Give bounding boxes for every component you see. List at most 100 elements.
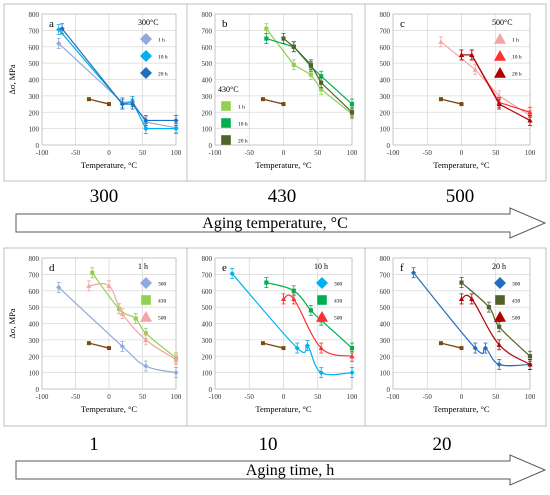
x-tick-label: 100 xyxy=(171,149,182,157)
legend-label: 1 h xyxy=(238,105,245,111)
data-point xyxy=(482,345,489,351)
legend-label: 500 xyxy=(334,316,343,322)
y-tick-label: 300 xyxy=(380,337,391,345)
data-point xyxy=(319,87,324,92)
legend-label: 20 h xyxy=(238,139,248,145)
legend: 10 h 300 430 500 xyxy=(314,262,343,322)
y-tick-label: 100 xyxy=(202,370,213,378)
reference-marker xyxy=(86,341,91,346)
aging-temp-label-2: 430 xyxy=(267,186,297,207)
y-tick-label: 100 xyxy=(380,126,391,134)
legend-title: 10 h xyxy=(314,262,328,271)
reference-line xyxy=(262,98,284,105)
y-tick-label: 600 xyxy=(29,44,40,52)
y-tick-label: 700 xyxy=(202,27,213,35)
legend-label: 10 h xyxy=(238,122,248,128)
data-point xyxy=(349,110,355,115)
legend-label: 300 xyxy=(334,282,343,288)
legend-label: 10 h xyxy=(512,55,522,61)
y-tick-label: 800 xyxy=(29,11,40,19)
legend-marker xyxy=(140,311,152,322)
y-tick-label: 300 xyxy=(29,337,40,345)
data-point xyxy=(438,39,444,44)
data-point xyxy=(308,62,313,67)
x-tick-label: 50 xyxy=(492,149,500,157)
x-tick-label: 0 xyxy=(282,149,286,157)
x-tick-label: -50 xyxy=(423,393,433,401)
panel-letter: b xyxy=(222,18,228,30)
y-tick-label: 400 xyxy=(29,77,40,85)
panel-frame xyxy=(364,3,547,182)
y-tick-label: 600 xyxy=(202,288,213,296)
y-tick-label: 500 xyxy=(380,304,391,312)
data-point xyxy=(349,370,355,376)
data-point xyxy=(527,361,533,367)
data-point xyxy=(119,101,125,107)
y-tick-label: 0 xyxy=(209,386,213,394)
legend-marker xyxy=(140,67,152,79)
data-point xyxy=(129,101,136,107)
data-point xyxy=(496,101,502,107)
y-tick-label: 600 xyxy=(380,44,391,52)
legend: 20 h 300 430 500 xyxy=(492,262,521,322)
legend-marker xyxy=(221,118,231,128)
panel-frame xyxy=(186,247,366,427)
data-point xyxy=(56,40,62,47)
y-tick-label: 600 xyxy=(29,288,40,296)
data-point xyxy=(319,80,324,85)
reference-line xyxy=(262,342,284,349)
data-point xyxy=(496,342,502,347)
plot-area xyxy=(41,13,177,146)
panel-letter: f xyxy=(400,262,404,274)
x-axis-label: Temperature, °C xyxy=(255,160,311,170)
chart-panel-e: 0 100 200 300 400 500 600 700 800 -100 -50 0 50 100 Te… xyxy=(186,247,366,427)
legend-title: 20 h xyxy=(492,262,506,271)
data-point xyxy=(143,126,149,132)
y-tick-label: 0 xyxy=(387,142,391,150)
legend-marker xyxy=(495,295,505,305)
data-point xyxy=(291,296,297,302)
series-line xyxy=(58,287,177,374)
y-axis-label: Δσ, MPa xyxy=(7,64,17,95)
data-point xyxy=(90,270,95,275)
data-point xyxy=(472,345,478,351)
chart-panel-c: 0 100 200 300 400 500 600 700 800 -100 -50 0 50 100 Te… xyxy=(364,3,547,182)
legend-marker xyxy=(221,135,231,145)
legend-marker xyxy=(141,295,151,305)
x-tick-label: 100 xyxy=(171,393,182,401)
y-tick-label: 600 xyxy=(380,288,391,296)
legend-label: 1 h xyxy=(512,38,519,44)
plot-area xyxy=(392,257,531,390)
legend-label: 20 h xyxy=(158,72,168,78)
x-tick-label: -50 xyxy=(71,393,81,401)
reference-line xyxy=(440,98,462,105)
y-tick-label: 100 xyxy=(380,370,391,378)
x-tick-label: 50 xyxy=(314,149,322,157)
plot-area xyxy=(41,257,177,390)
legend-label: 500 xyxy=(158,316,167,322)
y-tick-label: 0 xyxy=(209,142,213,150)
data-point xyxy=(459,280,464,285)
y-tick-label: 700 xyxy=(202,271,213,279)
plot-area xyxy=(214,257,353,390)
legend-label: 10 h xyxy=(158,55,168,61)
y-tick-label: 700 xyxy=(29,271,40,279)
x-tick-label: 50 xyxy=(314,393,322,401)
data-point xyxy=(173,126,179,132)
data-point xyxy=(318,345,324,351)
data-point xyxy=(143,337,149,342)
data-point xyxy=(304,343,311,349)
reference-line xyxy=(440,342,462,349)
panel-frame xyxy=(364,247,547,427)
y-tick-label: 100 xyxy=(29,126,40,134)
x-tick-label: 100 xyxy=(347,393,358,401)
x-tick-label: -100 xyxy=(387,393,400,401)
y-tick-label: 300 xyxy=(202,93,213,101)
chart-panel-d: 0 100 200 300 400 500 600 700 800 -100 -50 0 50 100 Te… xyxy=(3,247,188,427)
data-point xyxy=(119,343,125,350)
reference-marker xyxy=(260,97,265,102)
aging-time-label-2: 10 xyxy=(258,434,278,455)
y-tick-label: 100 xyxy=(202,126,213,134)
data-point xyxy=(527,117,533,123)
legend-marker xyxy=(494,277,506,289)
